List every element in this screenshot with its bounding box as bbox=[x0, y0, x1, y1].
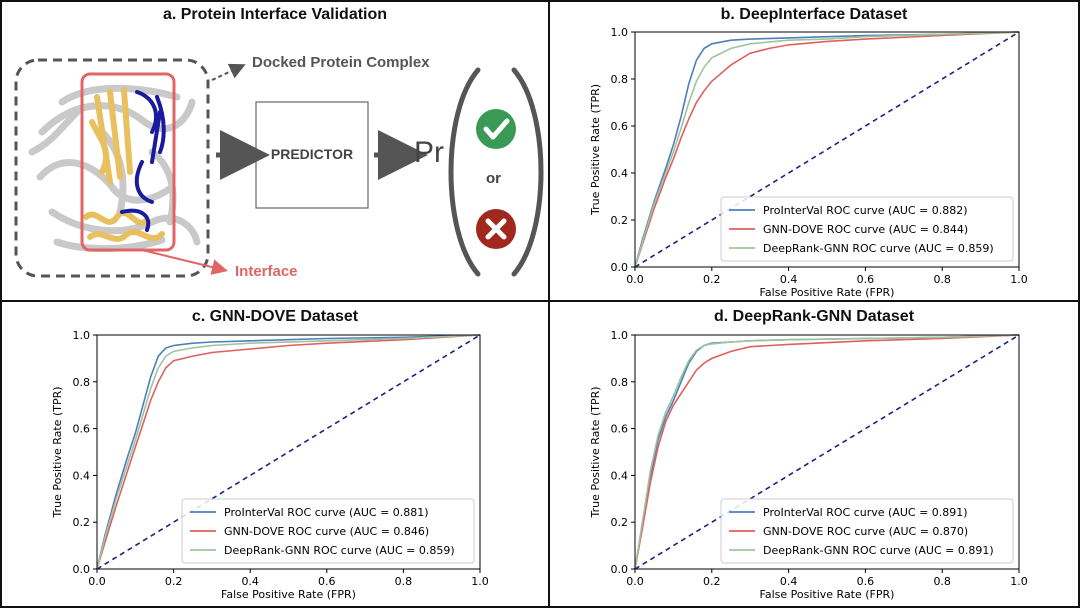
y-tick-label: 0.6 bbox=[73, 423, 91, 436]
y-tick-label: 0.0 bbox=[611, 261, 629, 274]
y-tick-label: 0.4 bbox=[73, 469, 91, 482]
plot-frame bbox=[96, 334, 481, 570]
panel-a-title: a. Protein Interface Validation bbox=[162, 6, 388, 23]
chance-diagonal-line bbox=[634, 31, 1020, 268]
legend-entry-0: ProInterVal ROC curve (AUC = 0.881) bbox=[224, 506, 429, 519]
legend-box bbox=[181, 498, 475, 564]
roc-series-line-1 bbox=[634, 334, 1020, 570]
chance-diagonal-line bbox=[634, 334, 1020, 570]
panel-gnn-dove-dataset: c. GNN-DOVE Dataset 0.0 0.2 0.4 0.6 0.8 1.0 0.… bbox=[0, 300, 550, 608]
y-tick-label: 0.2 bbox=[73, 516, 91, 529]
y-tick-label: 0.2 bbox=[611, 516, 629, 529]
legend-entry-2: DeepRank-GNN ROC curve (AUC = 0.859) bbox=[224, 544, 455, 557]
legend-entry-0: ProInterVal ROC curve (AUC = 0.891) bbox=[763, 506, 968, 519]
x-tick-label: 0.4 bbox=[241, 575, 259, 588]
y-tick-label: 0.8 bbox=[73, 376, 91, 389]
x-axis-label: False Positive Rate (FPR) bbox=[760, 286, 895, 299]
docked-arrow bbox=[211, 63, 246, 81]
y-tick-label: 1.0 bbox=[611, 329, 629, 342]
legend-entry-1: GNN-DOVE ROC curve (AUC = 0.844) bbox=[763, 223, 968, 236]
x-tick-label: 0.6 bbox=[857, 273, 875, 286]
chart-b-title: b. DeepInterface Dataset bbox=[720, 6, 908, 23]
x-tick-label: 0.0 bbox=[626, 273, 644, 286]
legend-box bbox=[720, 196, 1014, 262]
y-axis-label: True Positive Rate (TPR) bbox=[589, 386, 602, 518]
legend-entry-2: DeepRank-GNN ROC curve (AUC = 0.859) bbox=[763, 242, 994, 255]
y-axis-label: True Positive Rate (TPR) bbox=[589, 84, 602, 216]
x-tick-label: 0.6 bbox=[318, 575, 336, 588]
roc-series-line-2 bbox=[96, 334, 481, 570]
plot-frame bbox=[634, 334, 1020, 570]
panel-protein-interface-validation: a. Protein Interface Validation bbox=[0, 0, 550, 302]
x-tick-label: 0.4 bbox=[780, 273, 798, 286]
chart-d-svg: 0.0 0.2 0.4 0.6 0.8 1.0 0.0 0.2 0.4 0.6 0.8 1.0 Fals… bbox=[589, 329, 1028, 601]
x-tick-label: 0.6 bbox=[857, 575, 875, 588]
docked-complex-label: Docked Protein Complex bbox=[252, 54, 430, 71]
probability-label: Pr bbox=[414, 136, 444, 169]
y-tick-label: 0.0 bbox=[611, 563, 629, 576]
x-tick-label: 0.0 bbox=[626, 575, 644, 588]
plot-frame bbox=[634, 31, 1020, 268]
x-tick-label: 0.2 bbox=[703, 575, 721, 588]
chart-c-title: c. GNN-DOVE Dataset bbox=[191, 308, 359, 325]
y-tick-label: 1.0 bbox=[611, 26, 629, 39]
roc-series-line-2 bbox=[634, 334, 1020, 570]
y-tick-label: 0.0 bbox=[73, 563, 91, 576]
interface-label: Interface bbox=[235, 263, 298, 280]
roc-series-line-1 bbox=[634, 31, 1020, 268]
legend-entry-0: ProInterVal ROC curve (AUC = 0.882) bbox=[763, 204, 968, 217]
roc-series-line-0 bbox=[634, 31, 1020, 268]
x-tick-label: 0.2 bbox=[703, 273, 721, 286]
chance-diagonal-line bbox=[96, 334, 481, 570]
x-axis-label: False Positive Rate (FPR) bbox=[760, 588, 895, 601]
chart-d-title: d. DeepRank-GNN Dataset bbox=[713, 308, 915, 325]
y-tick-label: 0.2 bbox=[611, 214, 629, 227]
chart-c-svg: 0.0 0.2 0.4 0.6 0.8 1.0 0.0 0.2 0.4 0.6 0.8 1.0 Fals… bbox=[51, 329, 489, 601]
or-label: or bbox=[486, 170, 501, 187]
x-tick-label: 0.8 bbox=[933, 273, 951, 286]
y-tick-label: 0.4 bbox=[611, 469, 629, 482]
y-tick-label: 0.8 bbox=[611, 73, 629, 86]
predictor-label: PREDICTOR bbox=[270, 146, 354, 162]
legend-entry-2: DeepRank-GNN ROC curve (AUC = 0.891) bbox=[763, 544, 994, 557]
right-parenthesis bbox=[511, 67, 544, 277]
chart-b-svg: 0.0 0.2 0.4 0.6 0.8 1.0 0.0 0.2 0.4 0.6 0.8 1.0 Fals… bbox=[589, 26, 1028, 299]
roc-series-line-2 bbox=[634, 31, 1020, 268]
roc-series-line-0 bbox=[96, 334, 481, 570]
legend-box bbox=[720, 498, 1014, 564]
y-axis-label: True Positive Rate (TPR) bbox=[51, 386, 64, 518]
y-tick-label: 0.6 bbox=[611, 423, 629, 436]
x-tick-label: 1.0 bbox=[1010, 273, 1028, 286]
roc-series-line-1 bbox=[96, 334, 481, 570]
y-tick-label: 0.8 bbox=[611, 376, 629, 389]
y-tick-label: 0.6 bbox=[611, 120, 629, 133]
y-tick-label: 0.4 bbox=[611, 167, 629, 180]
x-tick-label: 0.2 bbox=[165, 575, 183, 588]
x-tick-label: 0.8 bbox=[933, 575, 951, 588]
x-tick-label: 1.0 bbox=[471, 575, 489, 588]
x-axis-label: False Positive Rate (FPR) bbox=[221, 588, 356, 601]
y-tick-label: 1.0 bbox=[73, 329, 91, 342]
protein-structure-image bbox=[28, 84, 201, 253]
interface-region-box bbox=[80, 72, 176, 252]
left-parenthesis bbox=[448, 67, 481, 277]
x-tick-label: 1.0 bbox=[1010, 575, 1028, 588]
interface-arrow bbox=[141, 249, 228, 275]
panel-a-diagram bbox=[14, 58, 544, 278]
legend-entry-1: GNN-DOVE ROC curve (AUC = 0.870) bbox=[763, 525, 968, 538]
x-tick-label: 0.8 bbox=[395, 575, 413, 588]
panel-deeprank-gnn-dataset: d. DeepRank-GNN Dataset 0.0 0.2 0.4 0.6 0.8 1… bbox=[548, 300, 1080, 608]
check-icon bbox=[476, 109, 516, 149]
panel-deepinterface-dataset: b. DeepInterface Dataset 0.0 0.2 0.4 0.6 0.8… bbox=[548, 0, 1080, 302]
predictor-box bbox=[255, 101, 369, 209]
x-tick-label: 0.0 bbox=[88, 575, 106, 588]
legend-entry-1: GNN-DOVE ROC curve (AUC = 0.846) bbox=[224, 525, 429, 538]
x-tick-label: 0.4 bbox=[780, 575, 798, 588]
